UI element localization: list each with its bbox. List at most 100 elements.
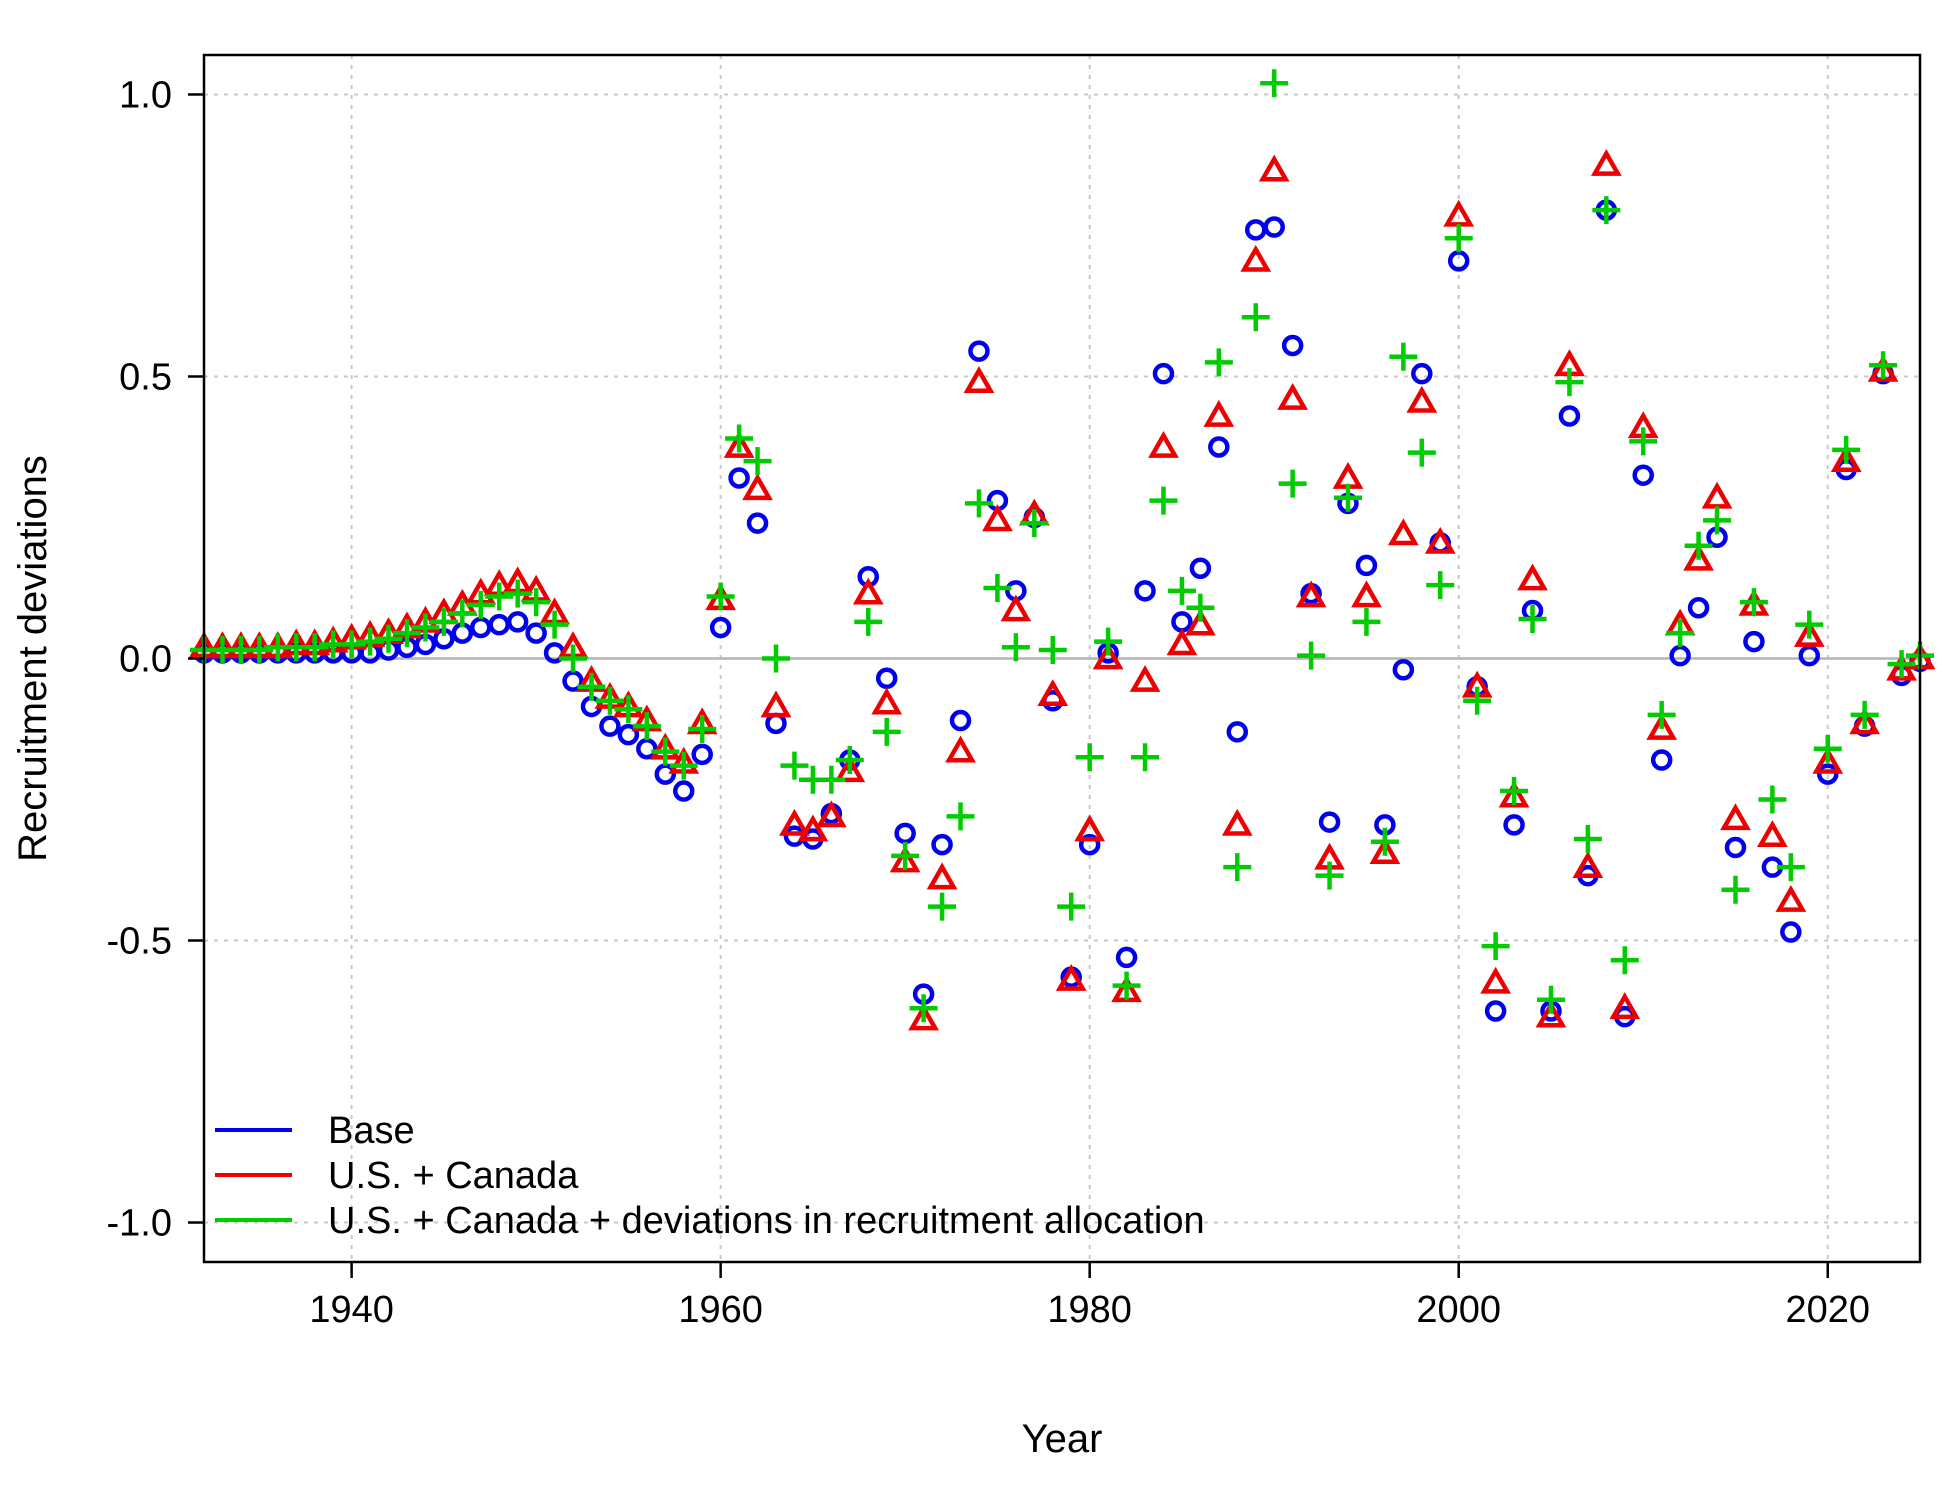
x-axis-title: Year: [1022, 1417, 1103, 1461]
legend-label-base: Base: [328, 1110, 415, 1152]
us-canada-point: [760, 690, 792, 718]
us-canada-allocation-point: [632, 712, 661, 741]
base-point: [1669, 644, 1691, 667]
base-point: [1244, 219, 1267, 241]
base-point: [949, 709, 972, 732]
us-canada-allocation-point: [1149, 486, 1178, 515]
us-canada-point: [1351, 580, 1382, 608]
us-canada-allocation-point: [688, 715, 717, 744]
us-canada-point: [1258, 154, 1290, 182]
base-point: [672, 780, 695, 802]
us-canada-point: [1443, 199, 1475, 227]
us-canada-allocation-point: [577, 672, 606, 701]
us-canada-allocation-point: [448, 599, 477, 628]
x-tick-label: 1960: [678, 1289, 763, 1331]
y-tick-label: -1.0: [107, 1203, 172, 1245]
base-point: [1392, 659, 1415, 681]
base-point: [1724, 836, 1747, 859]
us-canada-allocation-point: [1444, 224, 1473, 253]
us-canada-allocation-point: [928, 892, 957, 921]
us-canada-allocation-point: [411, 613, 440, 642]
legend-label-us-canada-allocation: U.S. + Canada + deviations in recruitmen…: [328, 1200, 1205, 1242]
us-canada-allocation-point: [1536, 985, 1565, 1014]
base-point: [1558, 405, 1581, 427]
y-axis-title: Recruitment deviations: [11, 455, 55, 862]
base-point: [1318, 811, 1341, 833]
base-point: [525, 622, 547, 644]
us-canada-point: [1092, 642, 1124, 670]
us-canada-point: [963, 366, 995, 394]
x-axis-ticks: 1940 1960 1980 2000 2020: [309, 1262, 1870, 1331]
us-canada-point: [982, 504, 1013, 532]
us-canada-allocation-point: [1869, 351, 1898, 380]
us-canada-allocation-point: [706, 582, 735, 611]
us-canada-point: [1646, 712, 1678, 740]
us-canada-allocation-point: [1776, 853, 1805, 882]
base-point: [617, 723, 640, 746]
base-point: [1816, 763, 1839, 785]
us-canada-allocation-point: [1739, 588, 1768, 617]
series-plus: [190, 69, 1934, 1023]
us-canada-allocation-point: [429, 607, 458, 636]
us-canada-point: [1683, 543, 1714, 571]
base-point: [506, 611, 529, 633]
base-point: [654, 763, 677, 785]
us-canada-allocation-point: [595, 686, 624, 715]
us-canada-allocation-point: [1057, 892, 1086, 921]
us-canada-allocation-point: [1186, 593, 1215, 622]
us-canada-point: [1609, 992, 1641, 1020]
us-canada-point: [1387, 518, 1419, 546]
us-canada-point: [1701, 481, 1733, 509]
base-point: [1226, 721, 1249, 743]
us-canada-allocation-point: [1758, 785, 1787, 814]
us-canada-point: [1221, 808, 1253, 836]
us-canada-allocation-point: [1223, 853, 1252, 882]
us-canada-allocation-point: [1167, 576, 1196, 605]
us-canada-allocation-point: [356, 627, 385, 656]
us-canada-point: [1111, 975, 1142, 1003]
us-canada-allocation-point: [1666, 619, 1695, 648]
us-canada-point: [889, 845, 921, 873]
us-canada-allocation-point: [909, 994, 938, 1023]
us-canada-allocation-point: [1573, 824, 1602, 853]
us-canada-allocation-point: [245, 636, 274, 665]
us-canada-allocation-point: [743, 447, 772, 476]
us-canada-allocation-point: [540, 610, 569, 639]
us-canada-point: [1572, 851, 1604, 879]
base-point: [562, 670, 584, 692]
us-canada-point: [1517, 563, 1548, 591]
us-canada-allocation-point: [762, 644, 790, 673]
base-point: [1078, 833, 1101, 856]
legend: Base U.S. + Canada U.S. + Canada + devia…: [215, 1110, 1205, 1242]
base-point: [783, 825, 806, 847]
us-canada-allocation-point: [1389, 342, 1418, 371]
us-canada-allocation-point: [1352, 607, 1381, 636]
base-point: [636, 737, 658, 760]
us-canada-allocation-point: [1832, 435, 1861, 464]
us-canada-point: [1240, 244, 1272, 272]
us-canada-allocation-point: [651, 737, 680, 766]
base-point: [728, 467, 750, 489]
base-point: [1503, 814, 1525, 836]
us-canada-allocation-point: [1370, 827, 1399, 856]
us-canada-allocation-point: [1020, 509, 1049, 538]
base-point: [1281, 334, 1304, 357]
x-tick-label: 1940: [309, 1289, 394, 1331]
us-canada-allocation-point: [1131, 743, 1160, 772]
us-canada-point: [1369, 837, 1401, 864]
us-canada-allocation-point: [1721, 875, 1750, 904]
base-point: [746, 512, 769, 534]
us-canada-point: [742, 473, 773, 501]
base-point: [875, 667, 898, 689]
us-canada-allocation-point: [1001, 633, 1030, 662]
us-canada-point: [1720, 803, 1751, 831]
us-canada-allocation-point: [503, 579, 532, 608]
base-point: [470, 616, 492, 639]
us-canada-point: [1277, 383, 1309, 410]
us-canada-point: [1793, 619, 1825, 647]
base-point: [1798, 644, 1821, 667]
series-triangle: [188, 148, 1936, 1031]
us-canada-point: [1757, 820, 1788, 848]
us-canada-allocation-point: [835, 746, 864, 775]
base-point: [1171, 611, 1193, 633]
